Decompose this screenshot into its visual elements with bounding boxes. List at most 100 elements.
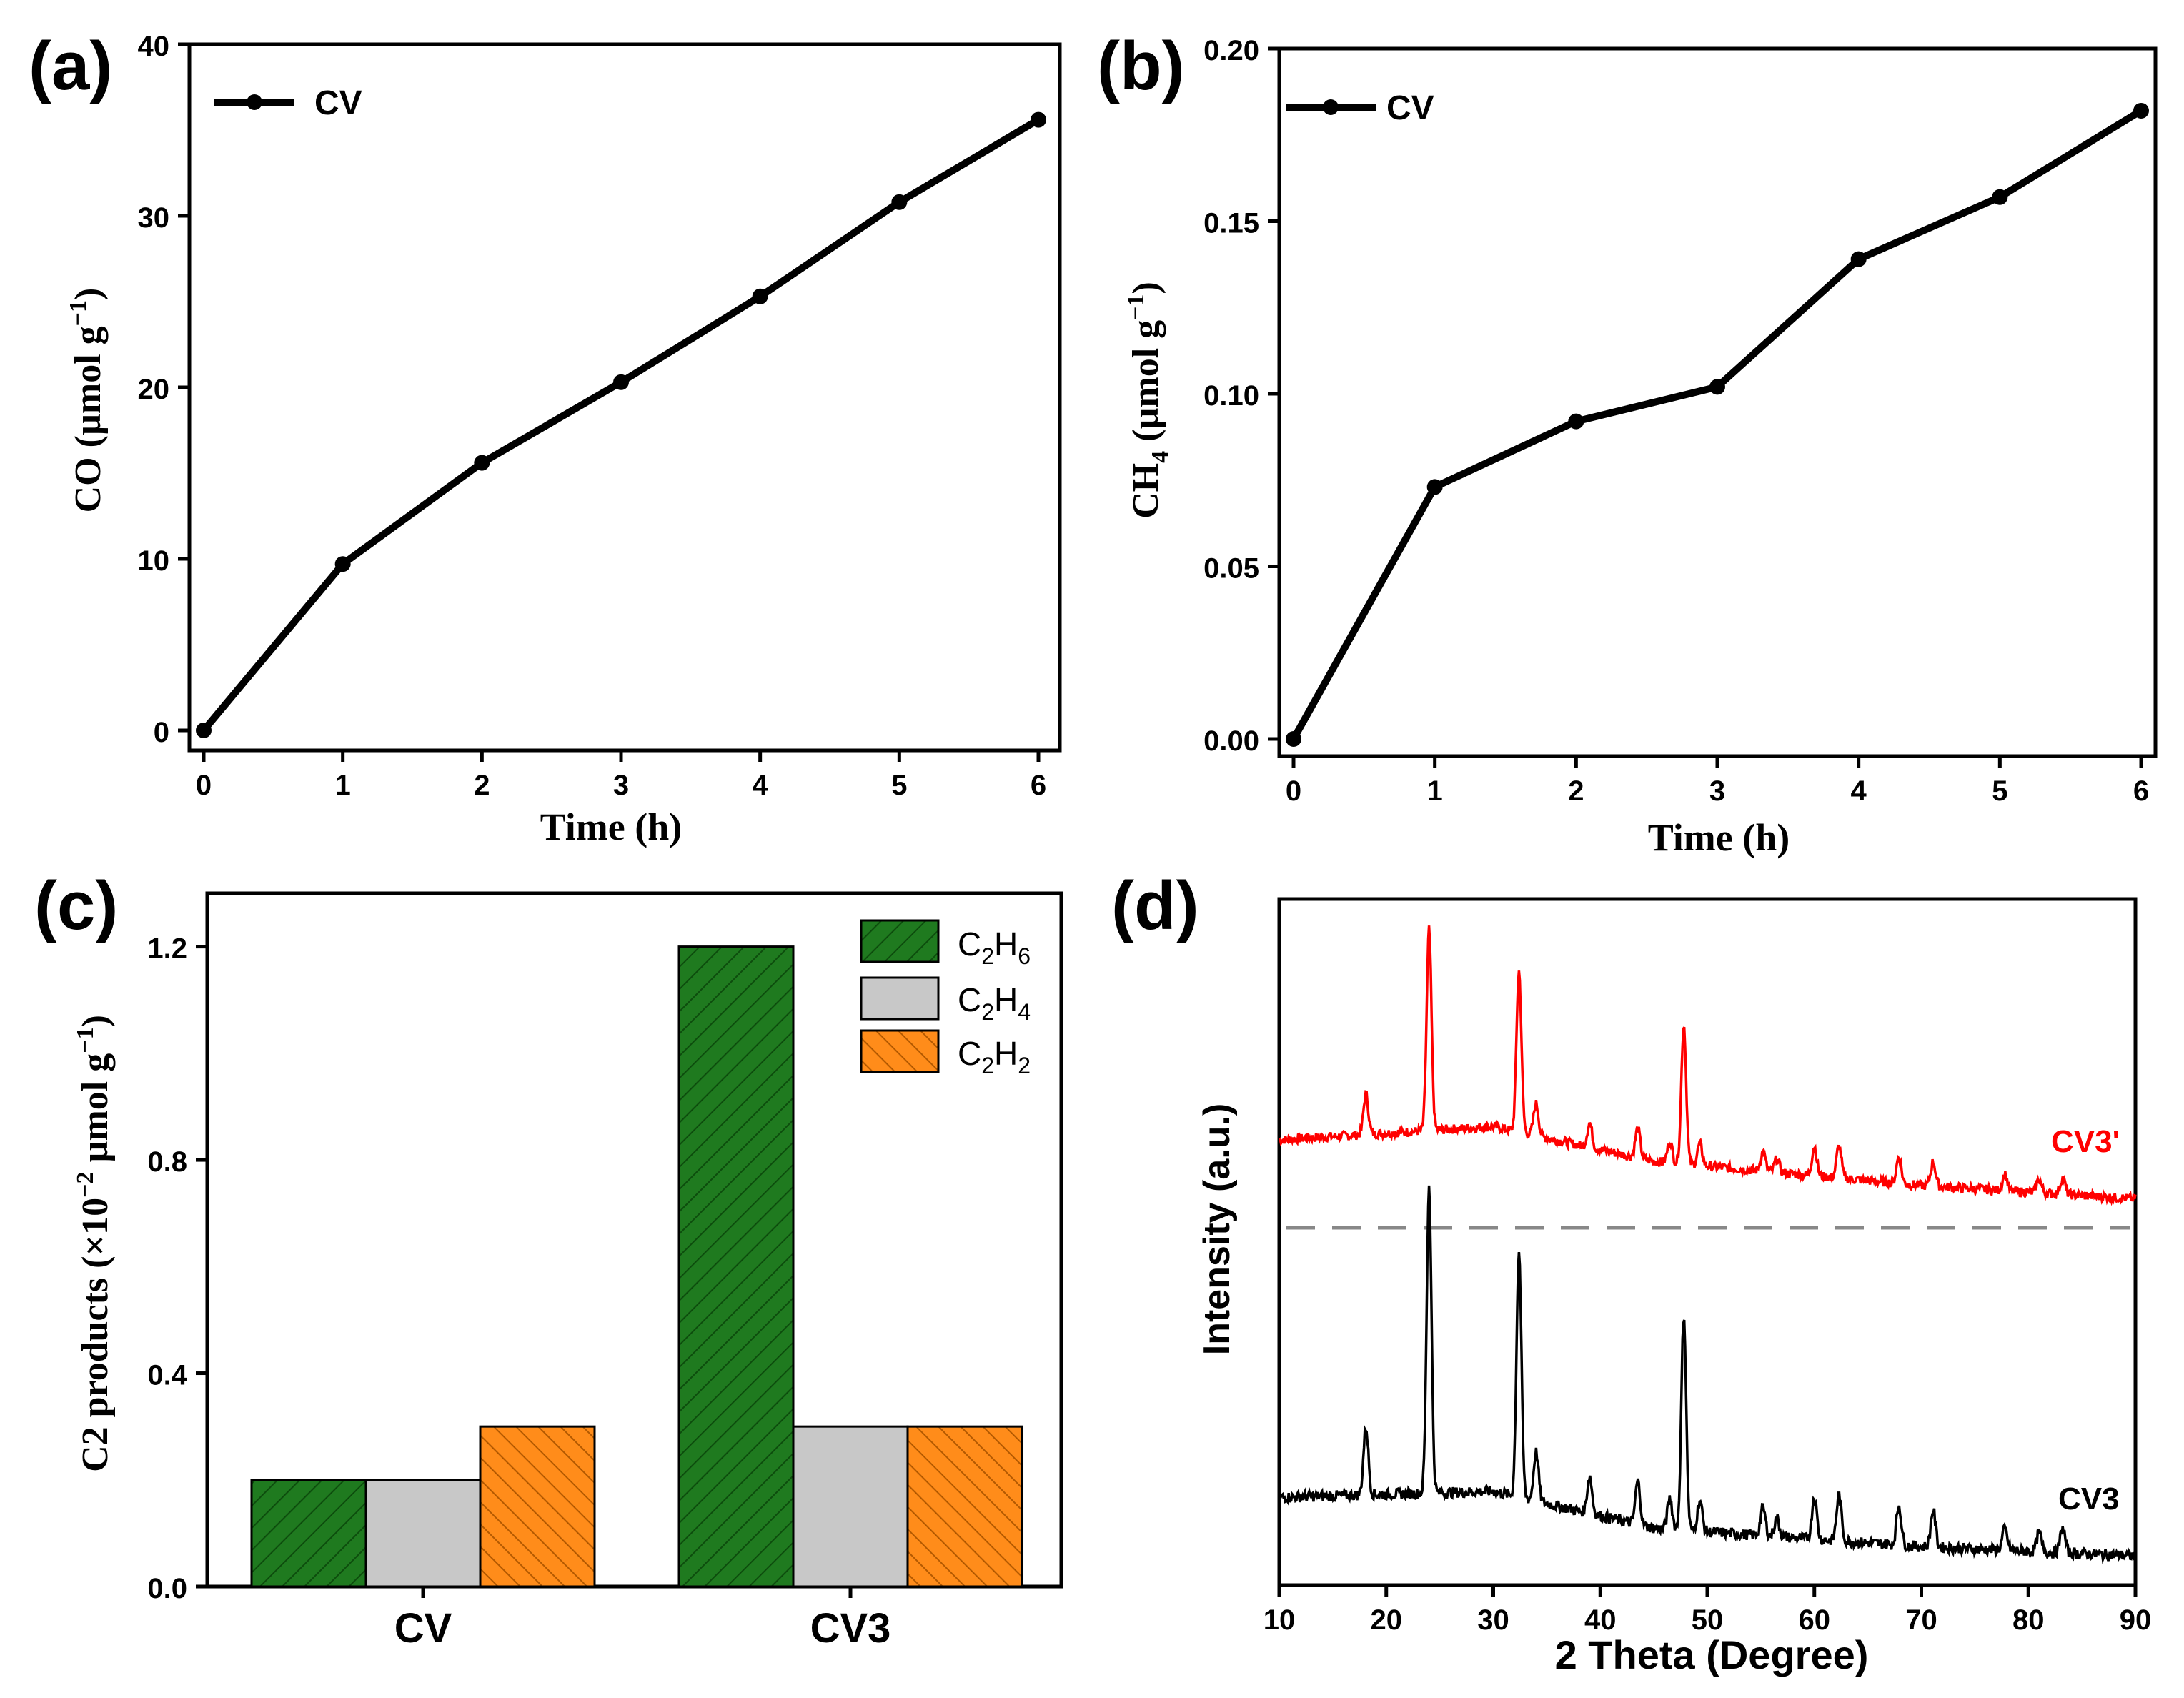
panel-b-xlabel: Time (h) — [1648, 816, 1790, 859]
data-point — [334, 556, 351, 572]
legend-point-marker — [247, 94, 262, 110]
x-tick-label: 4 — [753, 770, 769, 801]
y-tick-label: 40 — [138, 31, 170, 62]
data-point — [613, 374, 629, 390]
y-tick-label: 1.2 — [147, 933, 187, 965]
panel-c-label: (c) — [34, 868, 118, 944]
data-point — [1426, 479, 1443, 495]
series-label-cv3: CV3 — [2058, 1481, 2120, 1516]
x-tick-label: 5 — [891, 770, 907, 801]
panel-c-ylabel: C2 products (×10−2 µmol g−1) — [72, 1015, 116, 1472]
x-tick-label: 0 — [1286, 775, 1301, 807]
panel-b-label: (b) — [1097, 28, 1185, 104]
legend-label-c2h6: C2H6 — [958, 925, 1031, 969]
panel-d-series — [1278, 925, 2137, 1564]
panel-d-x-ticks: 10 20 30 40 50 60 70 80 90 — [1264, 1585, 2152, 1636]
panel-b-x-ticks: 0 1 2 3 4 5 6 — [1286, 756, 2149, 807]
xrd-pattern-cv3-prime — [1278, 925, 2137, 1206]
bar-c2h6-cv3 — [677, 945, 795, 1588]
data-point — [1850, 251, 1867, 267]
legend-label-cv: CV — [314, 84, 362, 122]
data-point — [1286, 731, 1301, 747]
category-label: CV3 — [810, 1605, 891, 1652]
y-tick-label: 30 — [138, 202, 170, 234]
data-point — [1031, 111, 1046, 128]
panel-a-xlabel: Time (h) — [540, 805, 682, 848]
panel-c-plot-frame — [205, 891, 1063, 1589]
panel-b-legend: CV — [1286, 89, 1434, 127]
x-tick-label: 40 — [1584, 1604, 1617, 1636]
legend-label-cv: CV — [1386, 89, 1434, 127]
x-tick-label: 3 — [1709, 775, 1725, 807]
y-tick-label: 20 — [138, 374, 170, 405]
legend-swatch-c2h2 — [860, 1029, 940, 1073]
x-tick-label: 2 — [1568, 775, 1584, 807]
x-tick-label: 60 — [1799, 1604, 1831, 1636]
x-tick-label: 0 — [196, 770, 212, 801]
x-tick-label: 6 — [1031, 770, 1046, 801]
data-point — [1709, 379, 1725, 395]
x-tick-label: 70 — [1905, 1604, 1937, 1636]
x-tick-label: 1 — [335, 770, 351, 801]
bar-c2h4-cv3 — [792, 1425, 909, 1588]
panel-d-xlabel: 2 Theta (Degree) — [1555, 1632, 1869, 1677]
panel-d-label: (d) — [1111, 868, 1199, 944]
data-point — [1568, 413, 1584, 430]
panel-a-series-cv — [196, 111, 1046, 738]
panel-b-ylabel: CH4 (µmol g−1) — [1123, 282, 1173, 519]
bar-c2h2-cv — [479, 1425, 596, 1588]
legend-label-c2h2: C2H2 — [958, 1035, 1031, 1078]
y-tick-label: 0.4 — [147, 1360, 187, 1391]
y-tick-label: 0.20 — [1203, 35, 1259, 66]
y-tick-label: 10 — [138, 545, 170, 577]
x-tick-label: 30 — [1477, 1604, 1509, 1636]
y-tick-label: 0.00 — [1203, 725, 1259, 757]
y-tick-label: 0.15 — [1203, 208, 1259, 239]
panel-a-x-ticks: 0 1 2 3 4 5 6 — [196, 750, 1046, 801]
panel-c-legend: C2H6 C2H4 C2H2 — [860, 919, 1031, 1078]
x-tick-label: 5 — [1992, 775, 2007, 807]
data-point — [196, 723, 212, 738]
y-tick-label: 0.05 — [1203, 553, 1259, 585]
panel-b-plot-frame — [1277, 46, 2158, 758]
y-tick-label: 0.10 — [1203, 380, 1259, 412]
series-label-cv3-prime: CV3' — [2051, 1124, 2120, 1159]
legend-point-marker — [1323, 99, 1339, 115]
x-tick-label: 80 — [2012, 1604, 2045, 1636]
y-tick-label: 0 — [154, 717, 169, 748]
panel-a-ylabel: CO (µmol g−1) — [65, 288, 109, 513]
y-tick-label: 0.0 — [147, 1573, 187, 1604]
series-line-cv — [201, 116, 1041, 733]
panel-a: (a) 0 10 20 30 40 0 1 2 3 4 5 6 CV Time (h) CO (µm… — [29, 28, 1062, 848]
panel-a-legend: CV — [214, 84, 362, 122]
panel-c-y-ticks: 0.0 0.4 0.8 1.2 — [147, 933, 207, 1604]
x-tick-label: 20 — [1371, 1604, 1403, 1636]
bar-c2h4-cv — [364, 1479, 482, 1588]
panel-b-series-cv — [1286, 102, 2149, 747]
data-point — [752, 288, 768, 304]
panel-a-y-ticks: 0 10 20 30 40 — [138, 31, 189, 748]
x-tick-label: 2 — [474, 770, 490, 801]
xrd-pattern-cv3 — [1278, 1185, 2137, 1564]
y-tick-label: 0.8 — [147, 1146, 187, 1178]
legend-label-c2h4: C2H4 — [958, 981, 1031, 1025]
panel-d-plot-frame — [1277, 897, 2138, 1587]
legend-swatch-c2h4 — [860, 976, 940, 1021]
panel-d: (d) 10 20 30 40 50 60 70 80 90 CV3' CV3 2 Theta … — [1111, 868, 2151, 1677]
x-tick-label: 3 — [613, 770, 629, 801]
x-tick-label: 6 — [2133, 775, 2149, 807]
category-label: CV — [394, 1605, 452, 1652]
panel-d-ylabel: Intensity (a.u.) — [1196, 1103, 1238, 1355]
x-tick-label: 90 — [2120, 1604, 2152, 1636]
x-tick-label: 4 — [1851, 775, 1867, 807]
legend-swatch-c2h6 — [860, 919, 940, 963]
panel-a-label: (a) — [29, 28, 112, 104]
panel-a-plot-frame — [187, 42, 1062, 753]
data-point — [1992, 189, 2008, 205]
x-tick-label: 10 — [1264, 1604, 1296, 1636]
data-point — [891, 194, 908, 210]
series-line-cv — [1290, 107, 2143, 741]
bar-c2h6-cv — [250, 1479, 367, 1588]
panel-b: (b) 0.00 0.05 0.10 0.15 0.20 0 1 2 3 4 5 6 CV Time… — [1097, 28, 2158, 859]
